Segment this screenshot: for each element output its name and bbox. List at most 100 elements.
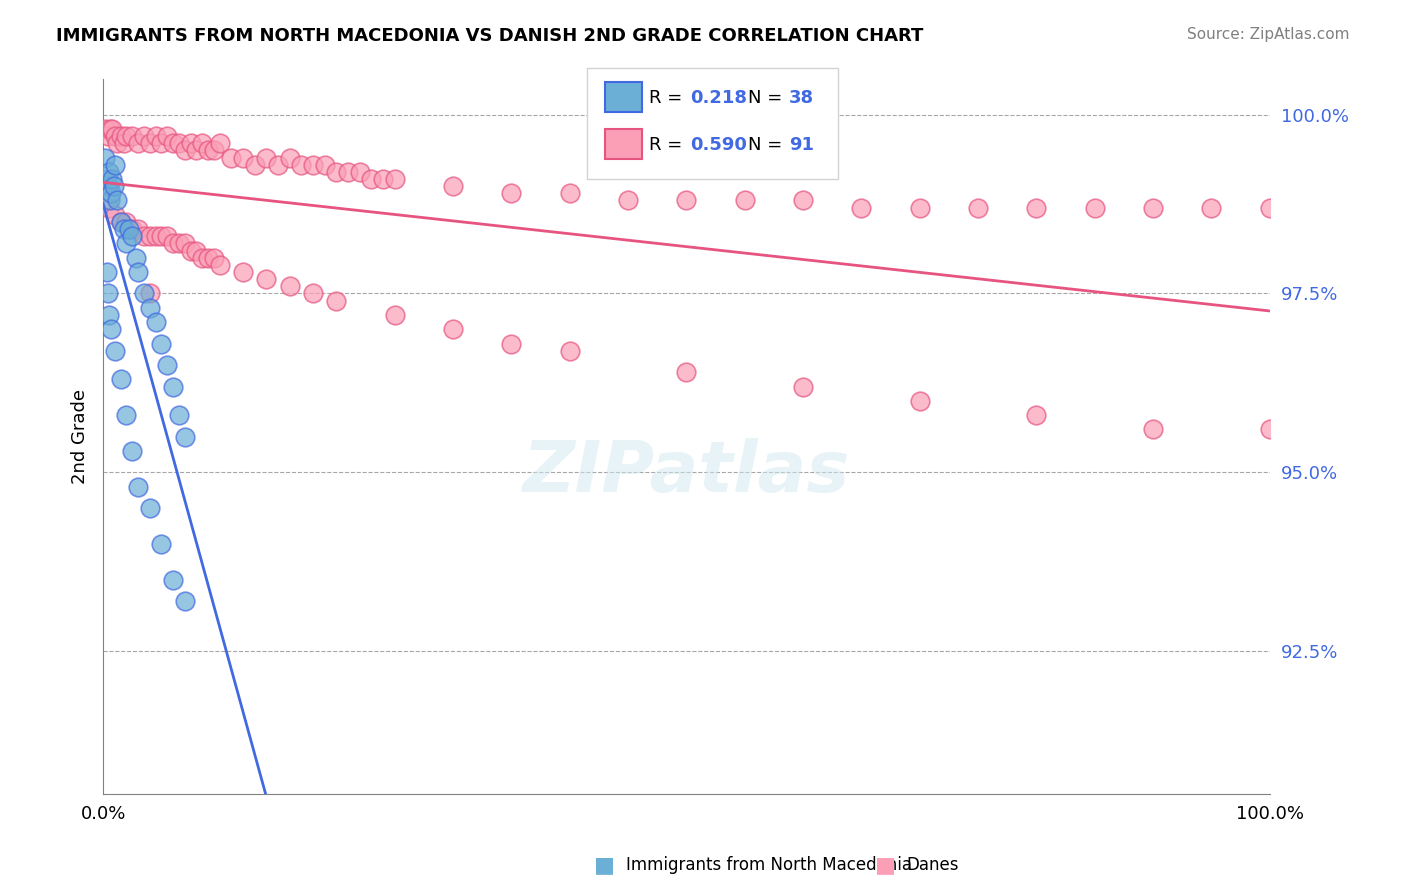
Point <box>139 501 162 516</box>
Point <box>302 158 325 172</box>
Point <box>110 129 132 144</box>
Point <box>127 222 149 236</box>
Point <box>127 480 149 494</box>
Point <box>162 136 184 151</box>
Point <box>384 172 406 186</box>
Point <box>132 286 155 301</box>
Point <box>384 308 406 322</box>
Point <box>132 229 155 244</box>
Text: Immigrants from North Macedonia: Immigrants from North Macedonia <box>626 856 911 874</box>
Point <box>110 372 132 386</box>
Point <box>105 136 128 151</box>
FancyBboxPatch shape <box>605 82 643 112</box>
Point <box>173 429 195 443</box>
Point <box>501 186 523 201</box>
Point <box>180 244 202 258</box>
Text: ■: ■ <box>876 855 896 875</box>
Point <box>97 308 120 322</box>
Point <box>96 265 118 279</box>
Point <box>115 408 138 422</box>
Point <box>112 222 135 236</box>
FancyBboxPatch shape <box>605 129 643 159</box>
Point <box>121 222 143 236</box>
Point <box>197 251 219 265</box>
Point <box>96 172 118 186</box>
Text: Danes: Danes <box>907 856 959 874</box>
Point <box>145 229 167 244</box>
Text: 0.590: 0.590 <box>690 136 747 153</box>
Point <box>167 136 190 151</box>
Point <box>302 286 325 301</box>
Point <box>1142 422 1164 436</box>
Point <box>256 272 278 286</box>
Point <box>908 201 931 215</box>
Point <box>202 251 225 265</box>
Point <box>118 222 141 236</box>
Point <box>337 165 360 179</box>
Point <box>441 322 464 336</box>
Point <box>104 129 127 144</box>
Point <box>103 179 125 194</box>
Point <box>115 215 138 229</box>
Text: Source: ZipAtlas.com: Source: ZipAtlas.com <box>1187 27 1350 42</box>
Point <box>208 258 231 272</box>
Point <box>191 136 214 151</box>
Point <box>290 158 312 172</box>
Point <box>792 194 814 208</box>
Text: 91: 91 <box>789 136 814 153</box>
Point <box>908 393 931 408</box>
Point <box>371 172 394 186</box>
Point <box>167 408 190 422</box>
Point <box>101 122 124 136</box>
Point <box>1025 408 1047 422</box>
Point <box>243 158 266 172</box>
Point <box>173 144 195 158</box>
Point <box>150 336 173 351</box>
Y-axis label: 2nd Grade: 2nd Grade <box>72 389 89 484</box>
Point <box>125 251 148 265</box>
Point <box>156 358 179 372</box>
Point <box>162 573 184 587</box>
Point <box>98 194 121 208</box>
Point <box>132 129 155 144</box>
Point <box>105 194 128 208</box>
Text: N =: N = <box>748 136 783 153</box>
Text: N =: N = <box>748 89 783 107</box>
Point <box>1201 201 1223 215</box>
Point <box>558 186 581 201</box>
Point <box>98 122 121 136</box>
Point <box>558 343 581 358</box>
Point <box>325 293 347 308</box>
Text: ■: ■ <box>595 855 614 875</box>
Point <box>1258 422 1281 436</box>
Point <box>349 165 371 179</box>
Point <box>173 236 195 251</box>
Point <box>314 158 336 172</box>
Point <box>501 336 523 351</box>
Point <box>734 194 756 208</box>
Point <box>208 136 231 151</box>
Point <box>851 201 873 215</box>
Point <box>115 129 138 144</box>
Text: 0.218: 0.218 <box>690 89 747 107</box>
Point <box>1025 201 1047 215</box>
Point <box>127 136 149 151</box>
Point <box>173 594 195 608</box>
Point <box>100 322 122 336</box>
Point <box>97 286 120 301</box>
Point <box>278 151 301 165</box>
Point <box>325 165 347 179</box>
Point <box>115 236 138 251</box>
Point <box>110 215 132 229</box>
Point <box>139 229 162 244</box>
Point <box>156 229 179 244</box>
Point <box>97 179 120 194</box>
Point <box>792 379 814 393</box>
Point <box>1258 201 1281 215</box>
Text: R =: R = <box>650 136 682 153</box>
FancyBboxPatch shape <box>588 68 838 179</box>
Point <box>197 144 219 158</box>
Point <box>150 229 173 244</box>
Point <box>191 251 214 265</box>
Point <box>202 144 225 158</box>
